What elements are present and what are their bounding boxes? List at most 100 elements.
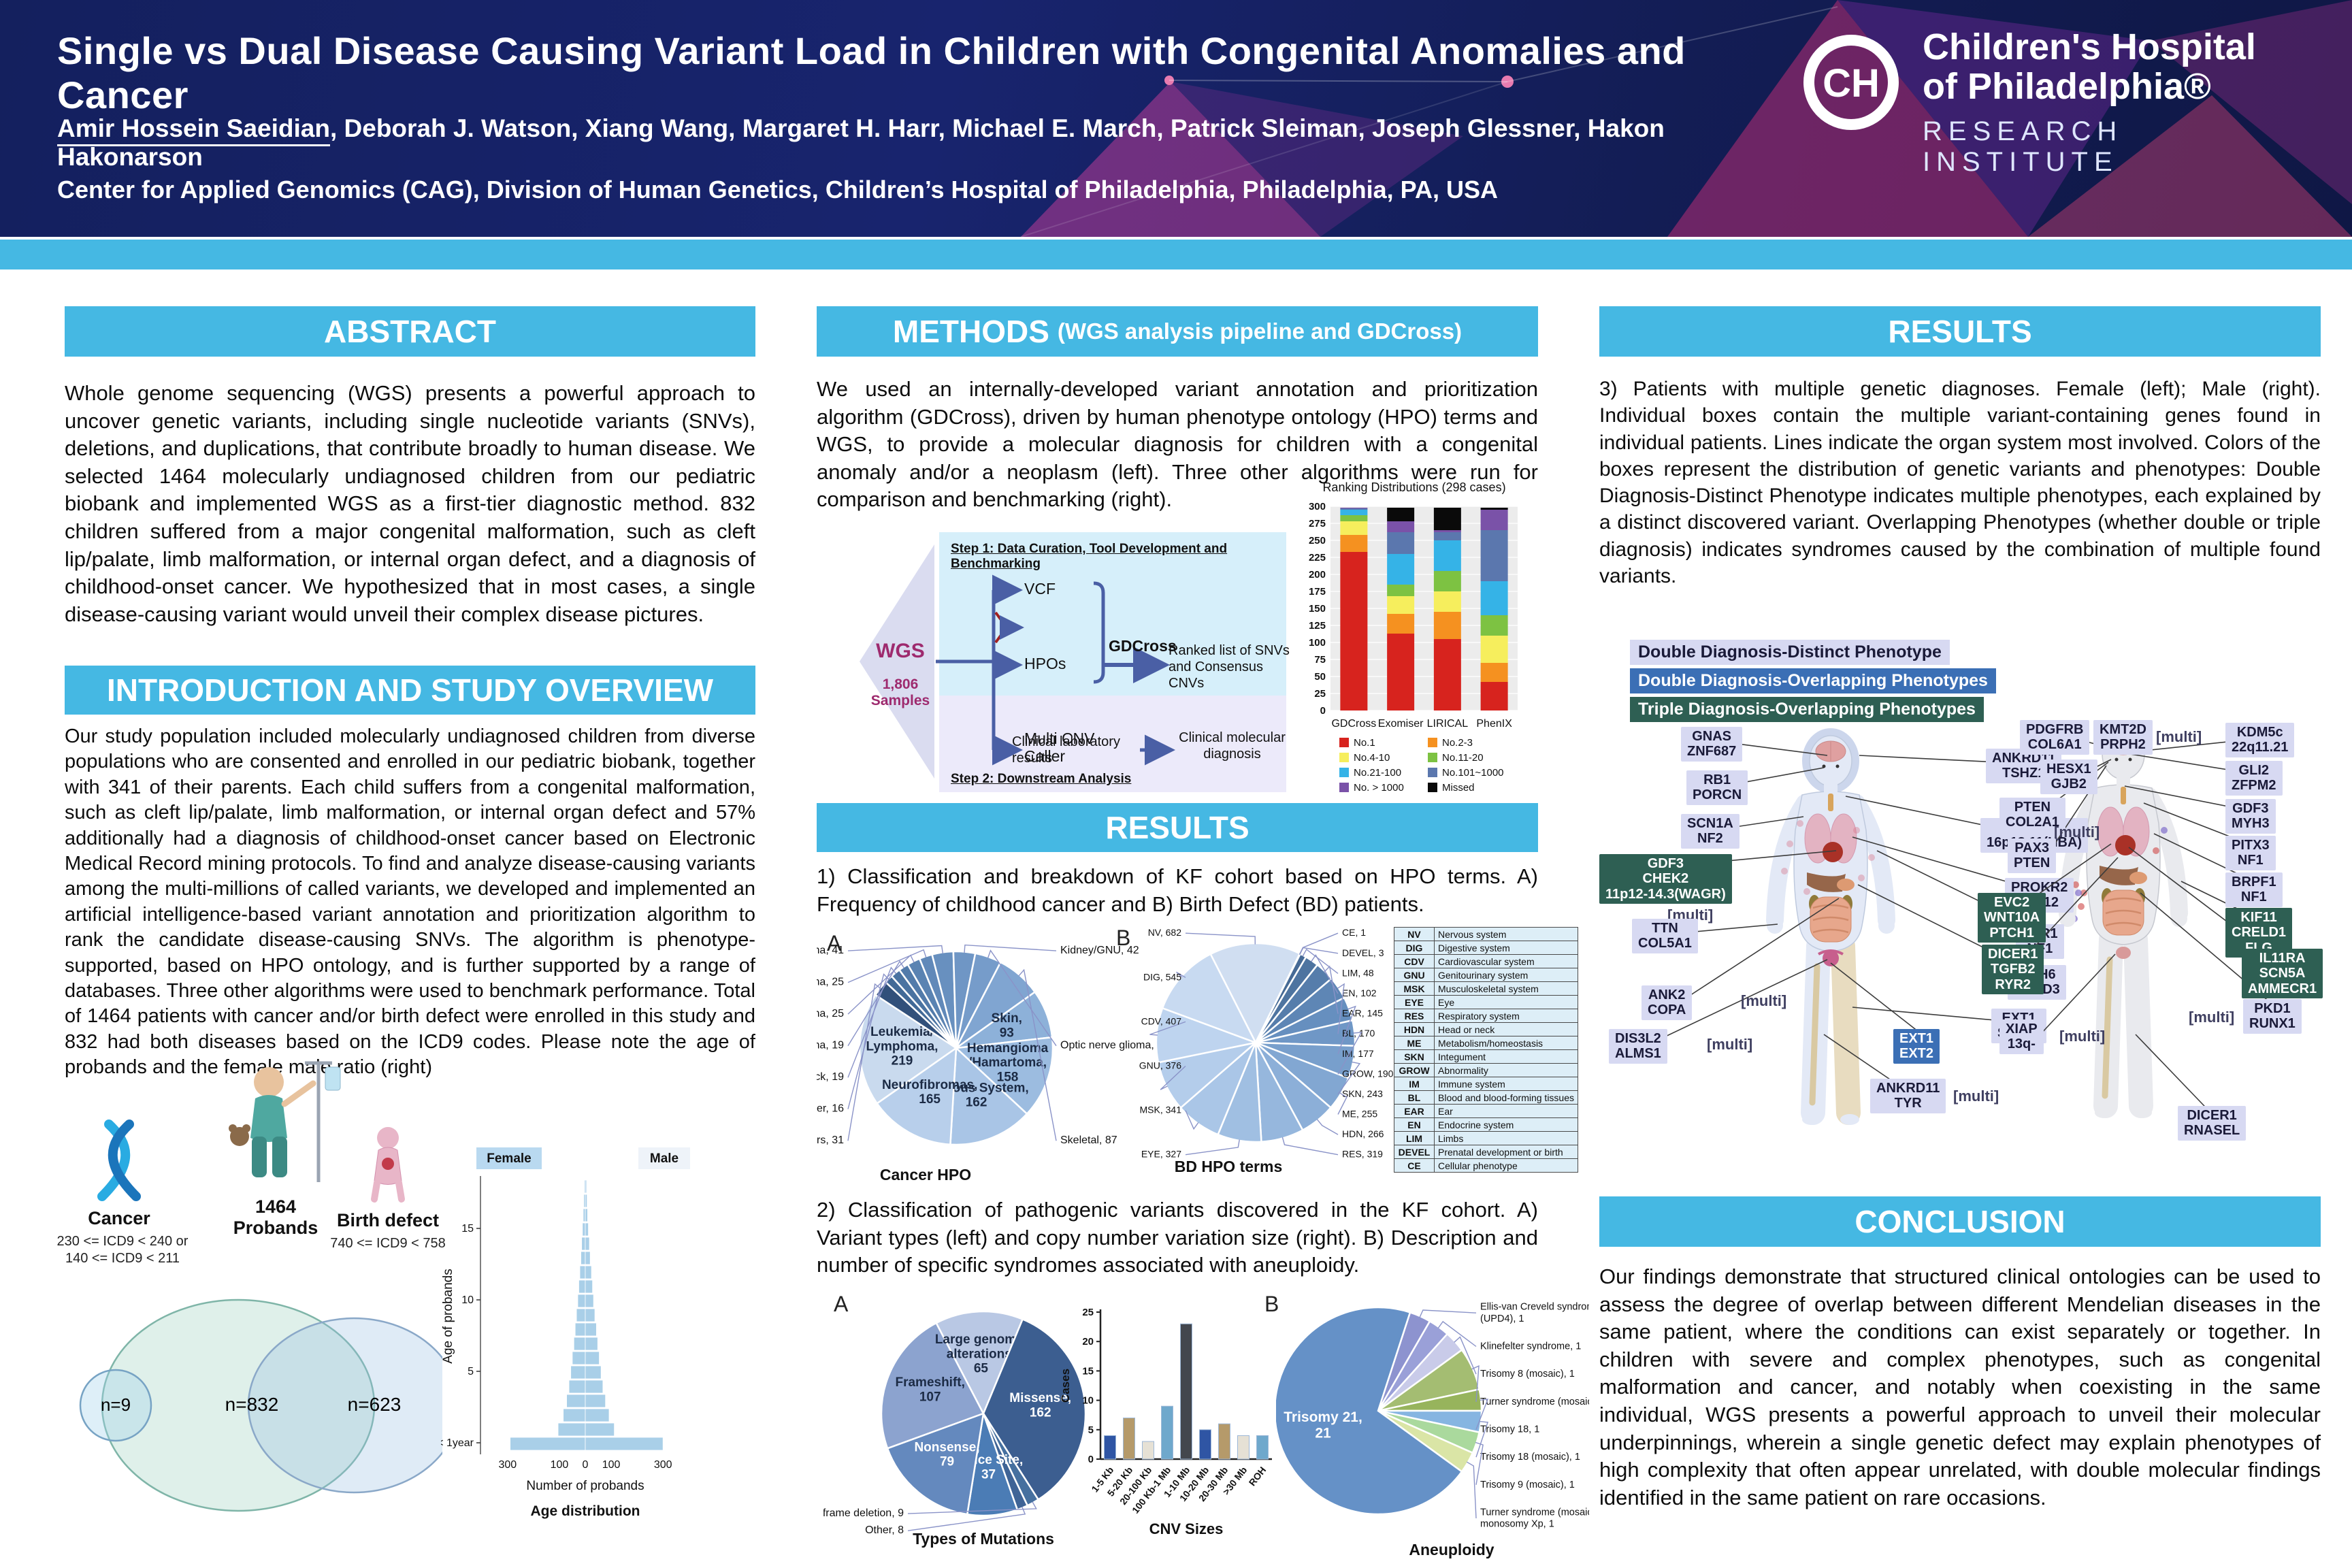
coauthors: , Deborah J. Watson, Xiang Wang, Margare…: [57, 114, 1665, 171]
header-accent-strip: [0, 240, 2352, 270]
cancer_pie: Leukemia/Lymphoma, 219 Skin, 93Hemangioma/H…: [725, 944, 1169, 1183]
bd-table-row: EN Endocrine system: [1394, 1117, 1579, 1132]
svg-text:Ellis-van Creveld syndrome(UPD: Ellis-van Creveld syndrome (UPD4), 1: [1480, 1302, 1589, 1324]
gene-label: KDM5c 22q11.21: [2225, 723, 2295, 757]
results-sec1-text: 1) Classification and breakdown of KF co…: [817, 864, 1538, 916]
svg-text:SKN, 243: SKN, 243: [1342, 1088, 1383, 1099]
svg-text:No.21-100: No.21-100: [1354, 767, 1401, 779]
gene-label: DIS3L2 ALMS1: [1609, 1029, 1667, 1064]
gene-label: ANK2 COPA: [1642, 985, 1693, 1020]
ranking-distributions-chart: Ranking Distributions (298 cases) 0 25 50 75…: [1293, 475, 1524, 800]
svg-text:15: 15: [1082, 1365, 1094, 1377]
mutation-types-pie: Frameshift, 107 Large genomic alterations, 6…: [810, 1296, 1143, 1553]
diagram-cnv-caller: Multi CNV Caller: [1024, 730, 1095, 766]
bd-table-row: ME Metabolism/homeostasis: [1394, 1036, 1579, 1050]
probands-count: 1464: [255, 1196, 297, 1217]
methods-header: METHODS (WGS analysis pipeline and GDCro…: [817, 306, 1538, 357]
bd-table-row: DEVEL Prenatal development or birth: [1394, 1145, 1579, 1159]
svg-text:No. > 1000: No. > 1000: [1354, 782, 1404, 794]
bd-table-row: HDN Head or neck: [1394, 1022, 1579, 1036]
gene-label: GDF3 CHEK2 11p12-14.3(WAGR): [1599, 854, 1732, 904]
diagnosis-legend: Double Diagnosis-Distinct Phenotype Doubl…: [1630, 640, 1996, 725]
svg-text:Neuroblastoma, 41: Neuroblastoma, 41: [817, 945, 844, 956]
svg-text:Head/Neck, 19: Head/Neck, 19: [817, 1071, 844, 1083]
bd-table-row: CE Cellular phenotype: [1394, 1158, 1579, 1173]
gene-label: PITX3 NF1: [2225, 836, 2276, 870]
authors-line: Amir Hossein Saeidian, Deborah J. Watson…: [57, 114, 1759, 172]
diagram-samples: 1,806 Samples: [866, 676, 934, 709]
svg-text:15: 15: [461, 1223, 474, 1235]
results-right-text: 3) Patients with multiple genetic diagno…: [1599, 378, 2321, 588]
bd-table-row: DIG Digestive system: [1394, 941, 1579, 955]
diagram-ranked-list: Ranked list of SNVs and Consensus CNVs: [1169, 643, 1290, 691]
svg-text:25: 25: [1314, 688, 1326, 700]
svg-text:EYE, 327: EYE, 327: [1141, 1149, 1181, 1160]
first-author: Amir Hossein Saeidian: [57, 114, 330, 146]
svg-text:Other, 8: Other, 8: [865, 1524, 904, 1536]
svg-text:250: 250: [1309, 535, 1326, 546]
svg-text:Types of Mutations: Types of Mutations: [913, 1530, 1054, 1548]
bd-table-row: BL Blood and blood-forming tissues: [1394, 1090, 1579, 1105]
multi-tag: [multi]: [2054, 823, 2100, 840]
svg-text:LIRICAL: LIRICAL: [1427, 718, 1469, 730]
abstract-text: Whole genome sequencing (WGS) presents a…: [65, 381, 755, 626]
gene-label: IL11RA SCN5A AMMECR1: [2242, 949, 2323, 999]
svg-text:Skeletal, 87: Skeletal, 87: [1060, 1134, 1117, 1146]
svg-text:Neurofibromas,165: Neurofibromas, 165: [882, 1078, 977, 1107]
svg-text:275: 275: [1309, 518, 1326, 529]
bd-table-row: EAR Ear: [1394, 1104, 1579, 1118]
svg-text:Kidney/GNU, 42: Kidney/GNU, 42: [1060, 945, 1139, 956]
panel-label-b1: B: [1116, 926, 1131, 950]
svg-text:Male: Male: [650, 1152, 679, 1166]
gene-label: PTEN COL2A1: [1999, 798, 2065, 832]
svg-text:Lipoma, 19: Lipoma, 19: [817, 1040, 844, 1051]
svg-text:100: 100: [602, 1459, 621, 1471]
svg-text:Leukemia/Lymphoma,219: Leukemia/Lymphoma, 219: [866, 1025, 938, 1068]
svg-text:300: 300: [1309, 501, 1326, 512]
diagram-step2-title: Step 2: Downstream Analysis: [951, 772, 1132, 786]
logo-line2: of Philadelphia®: [1923, 66, 2211, 108]
svg-text:10: 10: [1082, 1395, 1094, 1407]
multi-tag: [multi]: [2189, 1009, 2235, 1026]
ranking-chart-svg: Ranking Distributions (298 cases) 0 25 50 75…: [1309, 480, 1518, 794]
gene-label: PKD1 RUNX1: [2243, 999, 2302, 1034]
multi-tag: [multi]: [2059, 1028, 2106, 1045]
svg-text:Ranking Distributions (298 cas: Ranking Distributions (298 cases): [1322, 480, 1505, 494]
svg-text:ME, 255: ME, 255: [1342, 1109, 1377, 1120]
svg-text:In-frame deletion, 9: In-frame deletion, 9: [823, 1507, 904, 1519]
birth-defect-icon: [371, 1127, 405, 1203]
svg-text:Exomiser: Exomiser: [1378, 718, 1424, 730]
cancer-ribbon-icon: [97, 1120, 141, 1201]
gene-label: RB1 PORCN: [1686, 770, 1748, 805]
gene-label: EXT1 EXT2: [1893, 1029, 1940, 1064]
svg-text:No.11-20: No.11-20: [1442, 752, 1484, 764]
birth-defect-icd9: 740 <= ICD9 < 758: [330, 1236, 446, 1251]
svg-text:Trisomy 9 (mosaic), 1: Trisomy 9 (mosaic), 1: [1480, 1480, 1575, 1490]
introduction-heading-text: INTRODUCTION AND STUDY OVERVIEW: [106, 672, 714, 708]
cancer-icd9-line2: 140 <= ICD9 < 211: [65, 1251, 180, 1266]
svg-text:Teratoma, 25: Teratoma, 25: [817, 977, 844, 988]
svg-text:0: 0: [583, 1459, 589, 1471]
diagram-samples-count: 1,806: [882, 676, 919, 692]
bd-table-row: MSK Musculoskeletal system: [1394, 981, 1579, 996]
svg-text:20: 20: [1082, 1336, 1094, 1348]
svg-text:300: 300: [498, 1459, 517, 1471]
proband-figure-icon: [229, 1061, 341, 1182]
header-background-art: [1020, 0, 2352, 237]
gene-label: XIAP 13q-: [1999, 1019, 2044, 1054]
svg-text:No.101~1000: No.101~1000: [1442, 767, 1504, 779]
gene-label: BRPF1 NF1: [2225, 872, 2283, 907]
svg-text:200: 200: [1309, 569, 1326, 581]
svg-text:Cases: Cases: [1059, 1369, 1072, 1403]
svg-text:0: 0: [1320, 705, 1326, 717]
results-sec2-text: 2) Classification of pathogenic variants…: [817, 1198, 1538, 1277]
svg-text:50: 50: [1314, 671, 1326, 683]
svg-text:RES, 319: RES, 319: [1342, 1149, 1383, 1160]
results-right-header: RESULTS: [1599, 306, 2321, 357]
diagram-vcf: VCF: [1024, 580, 1056, 598]
svg-text:175: 175: [1309, 586, 1326, 598]
svg-text:150: 150: [1309, 603, 1326, 615]
svg-text:n=9: n=9: [101, 1394, 131, 1415]
bd-table-row: SKN Integument: [1394, 1049, 1579, 1064]
